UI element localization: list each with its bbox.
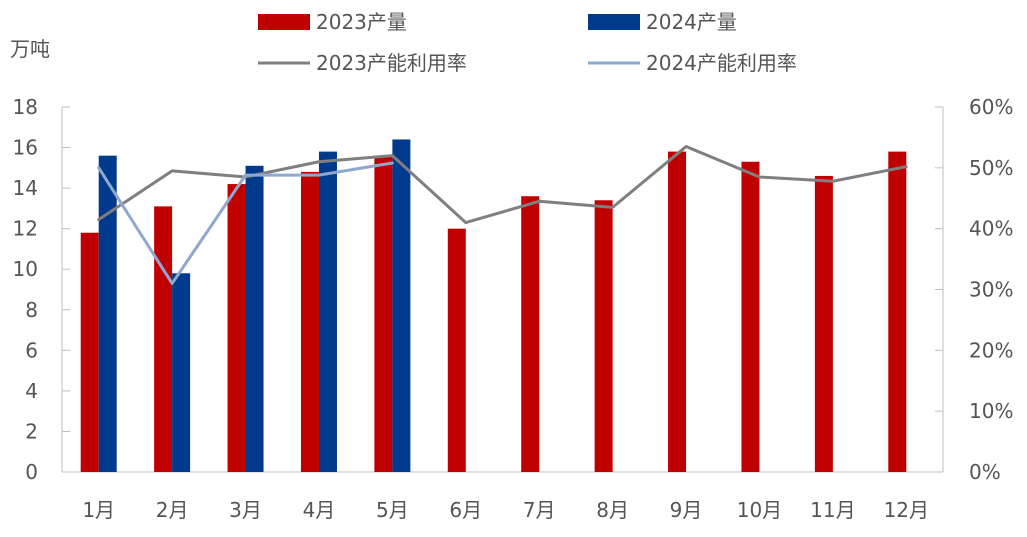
- legend-swatch-2024产量: [588, 14, 640, 30]
- bar-2023产量: [227, 184, 246, 473]
- bar-2023产量: [447, 228, 466, 472]
- bar-2024产量: [245, 165, 264, 473]
- y-tick-label: 0: [25, 460, 38, 484]
- y2-tick-label: 0%: [969, 460, 1001, 484]
- legend-label-2024产能利用率: 2024产能利用率: [646, 51, 797, 75]
- x-tick-label: 12月: [884, 498, 929, 522]
- x-tick-label: 11月: [810, 498, 855, 522]
- y-tick-label: 4: [25, 379, 38, 403]
- legend-label-2024产量: 2024产量: [646, 10, 737, 34]
- bar-2024产量: [172, 273, 191, 472]
- y-tick-label: 2: [25, 419, 38, 443]
- legend-label-2023产能利用率: 2023产能利用率: [316, 51, 467, 75]
- x-tick-label: 1月: [82, 498, 115, 522]
- bar-2023产量: [300, 171, 319, 472]
- y2-tick-label: 10%: [969, 399, 1013, 423]
- bar-2023产量: [154, 206, 173, 472]
- y2-tick-label: 20%: [969, 338, 1013, 362]
- y-tick-label: 12: [13, 217, 38, 241]
- bar-2024产量: [318, 151, 337, 472]
- bar-2023产量: [521, 196, 540, 472]
- bar-2023产量: [741, 161, 760, 472]
- lines: [97, 145, 908, 285]
- x-tick-label: 5月: [376, 498, 409, 522]
- x-tick-label: 10月: [737, 498, 782, 522]
- bars: [80, 139, 907, 473]
- bar-2024产量: [98, 155, 117, 472]
- y-tick-label: 8: [25, 298, 38, 322]
- y-tick-label: 6: [25, 338, 38, 362]
- y2-tick-label: 40%: [969, 217, 1013, 241]
- legend: 2023产量 2024产量 2023产能利用率 2024产能利用率: [258, 10, 797, 75]
- bar-2023产量: [594, 200, 613, 472]
- legend-label-2023产量: 2023产量: [316, 10, 407, 34]
- x-tick-label: 3月: [229, 498, 262, 522]
- bar-2023产量: [374, 155, 393, 472]
- y-tick-label: 18: [13, 95, 38, 119]
- y2-tick-label: 30%: [969, 278, 1013, 302]
- line-2023产能利用率: [97, 145, 908, 225]
- bar-2023产量: [888, 151, 907, 472]
- x-tick-label: 6月: [449, 498, 482, 522]
- bar-2023产量: [668, 151, 687, 472]
- x-tick-label: 7月: [523, 498, 556, 522]
- x-tick-label: 9月: [670, 498, 703, 522]
- line-2024产能利用率: [97, 161, 394, 285]
- bar-2024产量: [392, 139, 411, 472]
- y-tick-label: 10: [13, 257, 38, 281]
- y2-tick-label: 50%: [969, 156, 1013, 180]
- y2-tick-label: 60%: [969, 95, 1013, 119]
- axes: 0 2 4 6 8 10 12 14 16 18 0% 10% 20% 30% 40% 50% 60% 1月 2月 3…: [13, 95, 1014, 522]
- legend-swatch-2023产量: [258, 14, 310, 30]
- x-tick-label: 2月: [156, 498, 189, 522]
- bar-2023产量: [80, 232, 99, 472]
- y-axis-unit-label: 万吨: [10, 37, 50, 61]
- x-tick-label: 4月: [303, 498, 336, 522]
- y-tick-label: 14: [13, 176, 38, 200]
- x-tick-label: 8月: [596, 498, 629, 522]
- bar-2023产量: [814, 175, 833, 472]
- y-tick-label: 16: [13, 136, 38, 160]
